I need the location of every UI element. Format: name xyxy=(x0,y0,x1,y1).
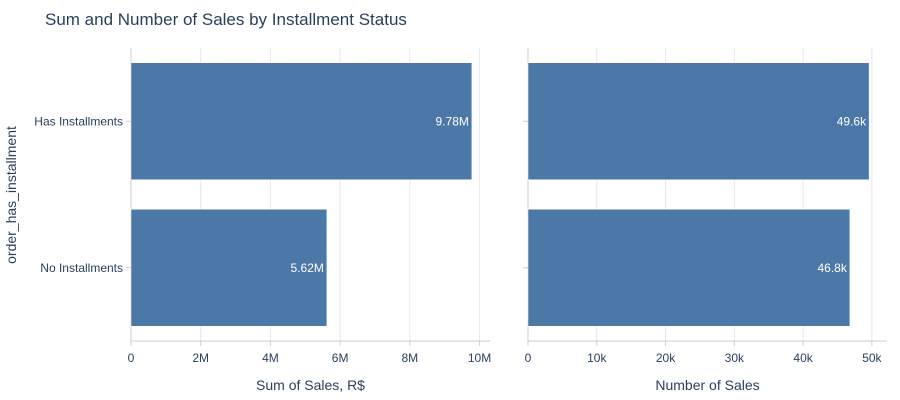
sales-count-x-tick-label: 40k xyxy=(793,351,813,365)
sales-sum-x-tick-label: 10M xyxy=(468,351,491,365)
sales-count-x-axis-title: Number of Sales xyxy=(655,377,759,393)
chart-title: Sum and Number of Sales by Installment S… xyxy=(45,10,407,29)
sales-count-data-label: 49.6k xyxy=(837,114,867,128)
sales-count-data-label: 46.8k xyxy=(818,261,848,275)
sales-sum-data-label: 9.78M xyxy=(436,114,469,128)
sales-sum-data-label: 5.62M xyxy=(291,261,324,275)
sales-count-x-tick-label: 20k xyxy=(656,351,676,365)
sales-count-x-tick-label: 50k xyxy=(862,351,882,365)
sales-sum-bar xyxy=(130,209,328,327)
sales-sum-panel: 0 2M 4M 6M 8M 10M Sum of Sales, R$ 9.78M Has Ins… xyxy=(34,48,491,393)
sales-count-bar xyxy=(527,62,870,180)
y-axis-title: order_has_installment xyxy=(3,126,19,264)
sales-sum-x-tick-label: 4M xyxy=(262,351,279,365)
sales-count-panel: 0 10k 20k 30k 40k 50k Number of Sales 49.6k 46.8… xyxy=(523,48,887,393)
sales-sum-x-tick-label: 6M xyxy=(332,351,349,365)
sales-count-bar xyxy=(527,209,851,327)
sales-count-x-tick-label: 0 xyxy=(525,351,532,365)
sales-count-x-tick-label: 30k xyxy=(725,351,745,365)
y-tick-label: Has Installments xyxy=(34,114,123,128)
sales-sum-x-tick-label: 8M xyxy=(401,351,418,365)
y-tick-label: No Installments xyxy=(40,261,123,275)
sales-sum-bar xyxy=(130,62,473,180)
sales-count-x-tick-label: 10k xyxy=(587,351,607,365)
sales-sum-x-tick-label: 0 xyxy=(128,351,135,365)
sales-sum-x-axis-title: Sum of Sales, R$ xyxy=(256,377,365,393)
sales-sum-x-tick-label: 2M xyxy=(192,351,209,365)
